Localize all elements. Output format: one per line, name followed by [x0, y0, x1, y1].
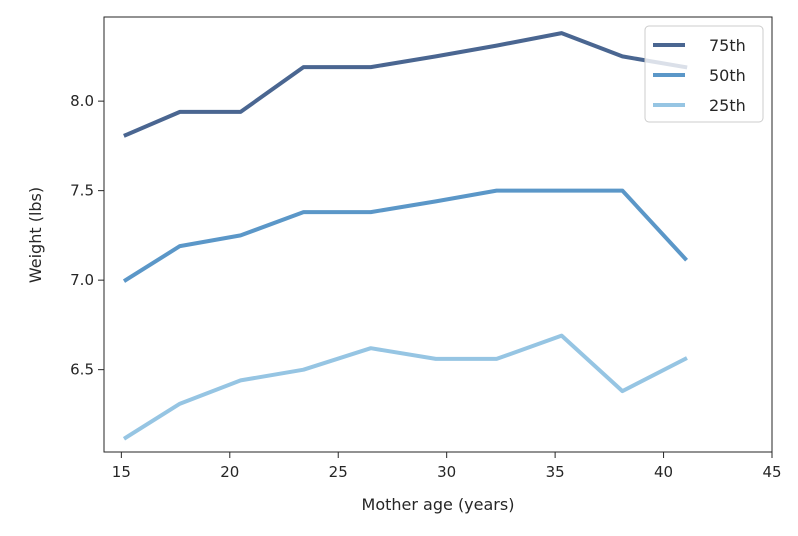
x-tick-label-20: 20	[220, 463, 239, 481]
data-point-50th-0	[124, 278, 128, 282]
y-axis-label: Weight (lbs)	[26, 187, 45, 283]
data-point-75th-1	[178, 110, 182, 114]
data-point-50th-9	[683, 257, 687, 261]
legend-label-25th: 25th	[709, 96, 746, 115]
x-tick-label-45: 45	[762, 463, 781, 481]
data-point-25th-7	[560, 334, 564, 338]
data-point-75th-0	[124, 133, 128, 137]
x-tick-label-40: 40	[654, 463, 673, 481]
data-point-25th-4	[369, 346, 373, 350]
data-point-50th-7	[560, 189, 564, 193]
x-tick-label-25: 25	[329, 463, 348, 481]
data-point-25th-0	[124, 436, 128, 440]
data-point-75th-8	[620, 54, 624, 58]
data-point-25th-1	[178, 402, 182, 406]
x-tick-label-30: 30	[437, 463, 456, 481]
y-tick-label-7: 7.0	[70, 271, 94, 289]
legend: 75th 50th 25th	[644, 25, 764, 123]
legend-label-75th: 75th	[709, 36, 746, 55]
data-point-25th-3	[302, 368, 305, 372]
data-point-50th-3	[302, 210, 305, 214]
y-tick-label-8: 8.0	[70, 92, 94, 110]
y-axis: 6.5 7.0 7.5 8.0	[70, 92, 104, 379]
data-point-50th-5	[434, 199, 438, 203]
series-layer	[122, 31, 689, 441]
data-point-50th-2	[239, 233, 243, 237]
data-point-25th-2	[239, 378, 243, 382]
data-point-75th-2	[239, 110, 243, 114]
series-line-75th	[123, 31, 688, 138]
data-point-75th-6	[495, 44, 499, 48]
data-point-25th-6	[495, 357, 499, 361]
data-point-50th-4	[369, 210, 373, 214]
legend-box	[644, 25, 764, 123]
x-tick-label-15: 15	[112, 463, 131, 481]
x-tick-label-35: 35	[546, 463, 565, 481]
data-point-50th-1	[178, 244, 182, 248]
data-point-50th-6	[495, 189, 499, 193]
y-tick-label-7.5: 7.5	[70, 182, 94, 200]
x-axis: 15 20 25 30 35 40 45	[112, 452, 782, 481]
data-point-25th-9	[683, 357, 687, 361]
data-point-75th-4	[369, 65, 373, 69]
series-line-25th	[122, 333, 688, 441]
legend-label-50th: 50th	[709, 66, 746, 85]
data-point-75th-7	[560, 31, 564, 35]
series-line-50th	[122, 188, 689, 283]
data-point-25th-8	[620, 389, 624, 393]
y-tick-label-6.5: 6.5	[70, 361, 94, 379]
data-point-75th-5	[434, 54, 438, 58]
data-point-25th-5	[434, 357, 438, 361]
x-axis-label: Mother age (years)	[362, 495, 515, 514]
data-point-50th-8	[620, 189, 624, 193]
data-point-75th-3	[302, 65, 305, 69]
plot-frame	[103, 16, 773, 453]
